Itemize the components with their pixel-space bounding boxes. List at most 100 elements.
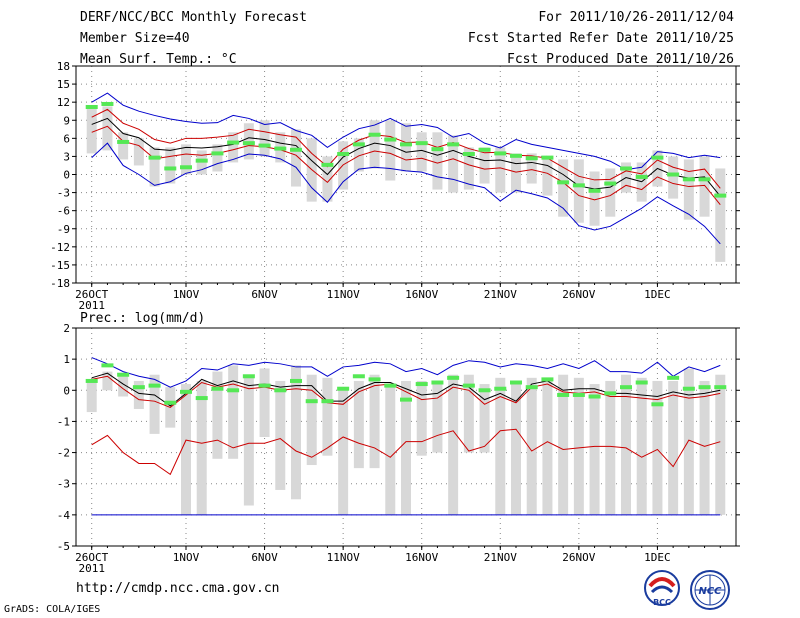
spread-box	[275, 380, 286, 490]
spread-box	[683, 159, 694, 220]
observed-mark	[415, 382, 428, 387]
series-inner-band	[91, 375, 721, 408]
x-tick-label: 11NOV	[327, 288, 360, 301]
observed-mark	[258, 143, 271, 148]
observed-mark	[714, 385, 727, 390]
member-size: Member Size=40	[80, 31, 190, 46]
observed-mark	[620, 385, 632, 390]
spread-box	[291, 365, 301, 500]
spread-box	[479, 384, 490, 453]
spread-box	[605, 168, 616, 217]
grads-credit: GrADS: COLA/IGES	[4, 604, 101, 615]
spread-box	[86, 108, 97, 154]
spread-box	[573, 159, 584, 223]
spread-box	[259, 120, 270, 157]
spread-box	[589, 384, 600, 515]
observed-mark	[384, 137, 397, 142]
y-tick-label: 2	[63, 322, 70, 335]
observed-mark	[462, 152, 475, 157]
spread-box	[102, 106, 113, 151]
spread-box	[322, 156, 333, 202]
start-date: Fcst Started Refer Date 2011/10/25	[467, 31, 734, 46]
observed-mark	[667, 172, 680, 177]
y-tick-label: 9	[63, 114, 70, 127]
observed-mark	[478, 147, 491, 152]
x-tick-label: 11NOV	[327, 551, 360, 564]
observed-mark	[447, 142, 460, 147]
observed-mark	[368, 132, 381, 137]
observed-mark	[478, 388, 491, 393]
observed-mark	[557, 392, 570, 397]
observed-mark	[148, 155, 161, 160]
observed-mark	[227, 388, 240, 393]
spread-box	[102, 371, 113, 391]
spread-box	[401, 123, 411, 172]
spread-box	[699, 156, 710, 217]
observed-mark	[651, 402, 664, 407]
observed-mark	[667, 375, 680, 380]
x-tick-label: 26OCT	[75, 551, 108, 564]
observed-mark	[462, 383, 475, 388]
y-tick-label: -3	[57, 478, 70, 491]
y-tick-label: 6	[63, 132, 70, 145]
spread-box	[463, 147, 474, 190]
observed-mark	[164, 166, 177, 171]
observed-mark	[494, 151, 507, 156]
y-tick-label: 15	[57, 78, 70, 91]
variable-label: Mean Surf. Temp.: °C	[80, 52, 237, 67]
observed-mark	[682, 177, 695, 182]
spread-box	[181, 144, 191, 175]
y-tick-label: -4	[57, 509, 71, 522]
spread-box	[652, 380, 663, 515]
produced-date: Fcst Produced Date 2011/10/26	[507, 52, 734, 67]
observed-mark	[431, 380, 444, 385]
spread-box	[621, 374, 631, 515]
spread-box	[495, 147, 506, 193]
observed-mark	[714, 193, 727, 198]
footer-url[interactable]: http://cmdp.ncc.cma.gov.cn	[76, 581, 280, 596]
x-tick-label: 26NOV	[562, 288, 595, 301]
observed-mark	[698, 177, 711, 182]
y-tick-label: 0	[63, 169, 70, 182]
spread-box	[511, 380, 521, 515]
observed-mark	[572, 183, 585, 188]
forecast-period: For 2011/10/26-2011/12/04	[538, 10, 734, 25]
observed-mark	[635, 380, 648, 385]
spread-box	[668, 380, 679, 515]
spread-box	[212, 144, 223, 172]
y-tick-label: -9	[57, 223, 70, 236]
ncc-logo-icon: NCC	[690, 570, 730, 610]
x-tick-label: 1DEC	[644, 288, 671, 301]
x-tick-label: 1NOV	[173, 288, 200, 301]
observed-mark	[525, 156, 538, 161]
header-right: For 2011/10/26-2011/12/04 Fcst Started R…	[468, 8, 734, 71]
spread-box	[699, 380, 710, 515]
observed-mark	[85, 378, 98, 383]
observed-mark	[164, 400, 177, 405]
spread-box	[636, 377, 647, 515]
header-left: DERF/NCC/BCC Monthly Forecast Member Siz…	[80, 8, 307, 71]
observed-mark	[180, 165, 192, 170]
spread-box	[369, 120, 380, 169]
observed-mark	[290, 147, 302, 152]
observed-mark	[682, 386, 695, 391]
observed-mark	[604, 391, 617, 396]
spread-box	[149, 147, 160, 187]
spread-box	[448, 135, 459, 193]
spread-box	[401, 380, 411, 515]
spread-box	[181, 384, 191, 515]
observed-mark	[368, 377, 381, 382]
spread-box	[369, 374, 380, 469]
spread-box	[432, 380, 443, 453]
observed-mark	[117, 372, 130, 377]
observed-mark	[274, 146, 287, 151]
spread-box	[668, 156, 679, 199]
y-tick-label: -5	[57, 540, 70, 553]
spread-box	[118, 132, 129, 160]
y-tick-label: -6	[57, 205, 70, 218]
spread-box	[133, 380, 144, 409]
observed-mark	[400, 397, 412, 402]
observed-mark	[494, 386, 507, 391]
spread-box	[118, 374, 129, 397]
observed-mark	[352, 374, 365, 379]
